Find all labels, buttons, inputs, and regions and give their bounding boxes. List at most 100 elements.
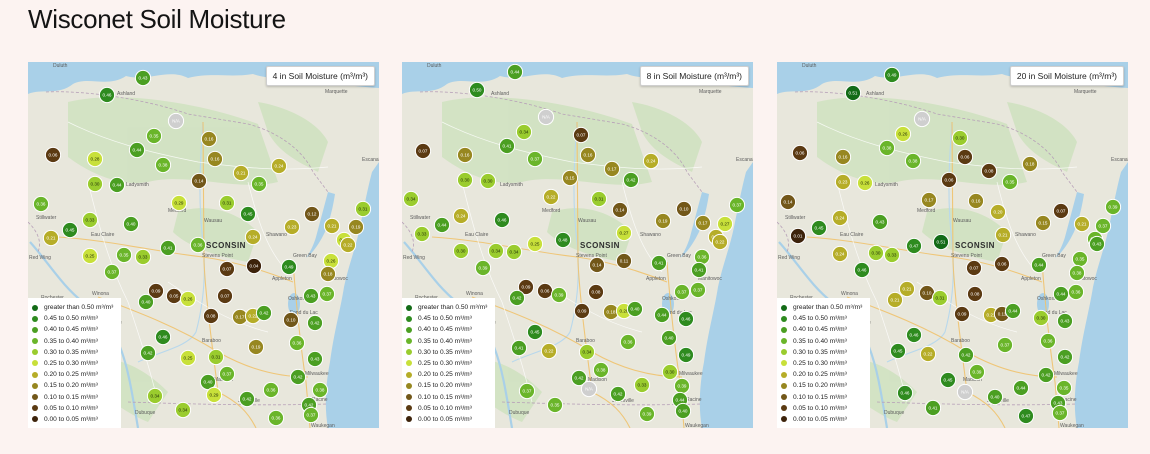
- station-marker[interactable]: 0.28: [86, 150, 104, 168]
- station-marker[interactable]: 0.21: [42, 229, 60, 247]
- station-marker[interactable]: 0.40: [986, 388, 1004, 406]
- station-dot[interactable]: [413, 225, 431, 243]
- station-marker[interactable]: N/A: [537, 108, 555, 126]
- station-marker[interactable]: 0.35: [1071, 250, 1089, 268]
- station-marker[interactable]: 0.49: [883, 66, 901, 84]
- station-marker[interactable]: 0.43: [1056, 312, 1074, 330]
- station-marker[interactable]: 0.39: [474, 259, 492, 277]
- station-marker[interactable]: 0.30: [456, 171, 474, 189]
- station-marker[interactable]: 0.36: [1067, 283, 1085, 301]
- station-marker[interactable]: 0.44: [108, 176, 126, 194]
- station-dot[interactable]: [540, 342, 558, 360]
- station-marker[interactable]: 0.07: [414, 142, 432, 160]
- station-dot[interactable]: [354, 200, 372, 218]
- station-marker[interactable]: 0.43: [302, 287, 320, 305]
- station-marker[interactable]: 0.07: [1052, 202, 1070, 220]
- station-dot[interactable]: [174, 401, 192, 419]
- station-dot[interactable]: [779, 193, 797, 211]
- station-dot[interactable]: [306, 314, 324, 332]
- station-marker[interactable]: 0.44: [1004, 302, 1022, 320]
- station-dot[interactable]: [302, 287, 320, 305]
- station-marker[interactable]: 0.44: [653, 306, 671, 324]
- station-marker[interactable]: 0.30: [951, 129, 969, 147]
- station-dot[interactable]: [994, 226, 1012, 244]
- station-marker[interactable]: 0.20: [989, 203, 1007, 221]
- station-dot[interactable]: [1073, 215, 1091, 233]
- station-dot[interactable]: [32, 195, 50, 213]
- station-dot[interactable]: [650, 254, 668, 272]
- station-dot[interactable]: [590, 190, 608, 208]
- station-marker[interactable]: 0.47: [1017, 407, 1035, 425]
- station-dot[interactable]: [247, 338, 265, 356]
- station-marker[interactable]: 0.07: [218, 260, 236, 278]
- station-marker[interactable]: 0.39: [550, 286, 568, 304]
- station-marker[interactable]: 0.36: [262, 381, 280, 399]
- station-dot[interactable]: [956, 383, 974, 401]
- station-marker[interactable]: 0.35: [145, 127, 163, 145]
- station-marker[interactable]: 0.37: [996, 336, 1014, 354]
- station-dot[interactable]: [456, 146, 474, 164]
- station-dot[interactable]: [505, 243, 523, 261]
- station-dot[interactable]: [518, 382, 536, 400]
- station-marker[interactable]: 0.45: [239, 205, 257, 223]
- station-marker[interactable]: 0.24: [642, 152, 660, 170]
- station-dot[interactable]: [986, 388, 1004, 406]
- station-dot[interactable]: [414, 142, 432, 160]
- station-dot[interactable]: [886, 291, 904, 309]
- station-dot[interactable]: [218, 260, 236, 278]
- station-marker[interactable]: 0.36: [189, 236, 207, 254]
- station-dot[interactable]: [139, 344, 157, 362]
- station-dot[interactable]: [661, 363, 679, 381]
- station-marker[interactable]: 0.38: [904, 152, 922, 170]
- station-marker[interactable]: 0.37: [218, 365, 236, 383]
- station-dot[interactable]: [189, 236, 207, 254]
- station-dot[interactable]: [218, 365, 236, 383]
- station-dot[interactable]: [526, 235, 544, 253]
- station-dot[interactable]: [578, 343, 596, 361]
- station-marker[interactable]: 0.50: [468, 81, 486, 99]
- station-marker[interactable]: 0.30: [1032, 309, 1050, 327]
- map-canvas[interactable]: Duluth Ashland Marquette Ladysmith Escanaba S…: [777, 62, 1128, 428]
- station-dot[interactable]: [989, 203, 1007, 221]
- station-marker[interactable]: 0.23: [834, 173, 852, 191]
- station-dot[interactable]: [283, 218, 301, 236]
- station-dot[interactable]: [898, 280, 916, 298]
- station-dot[interactable]: [1017, 407, 1035, 425]
- station-marker[interactable]: 0.34: [487, 242, 505, 260]
- station-marker[interactable]: 0.14: [611, 201, 629, 219]
- station-marker[interactable]: 0.16: [579, 146, 597, 164]
- station-dot[interactable]: [1094, 217, 1112, 235]
- station-dot[interactable]: [579, 146, 597, 164]
- station-dot[interactable]: [526, 150, 544, 168]
- station-dot[interactable]: [871, 213, 889, 231]
- station-marker[interactable]: 0.14: [588, 256, 606, 274]
- station-marker[interactable]: 0.06: [956, 148, 974, 166]
- station-marker[interactable]: 0.33: [883, 246, 901, 264]
- station-marker[interactable]: 0.16: [456, 146, 474, 164]
- station-dot[interactable]: [306, 350, 324, 368]
- station-marker[interactable]: 0.24: [270, 157, 288, 175]
- station-dot[interactable]: [674, 402, 692, 420]
- station-dot[interactable]: [319, 265, 337, 283]
- station-dot[interactable]: [159, 239, 177, 257]
- station-dot[interactable]: [147, 282, 165, 300]
- station-marker[interactable]: 0.36: [1039, 332, 1057, 350]
- station-dot[interactable]: [546, 396, 564, 414]
- station-marker[interactable]: 0.41: [159, 239, 177, 257]
- station-marker[interactable]: 0.49: [280, 258, 298, 276]
- station-marker[interactable]: 0.43: [1088, 235, 1106, 253]
- station-dot[interactable]: [931, 289, 949, 307]
- station-marker[interactable]: 0.39: [1104, 198, 1122, 216]
- station-dot[interactable]: [940, 171, 958, 189]
- station-marker[interactable]: 0.37: [318, 285, 336, 303]
- station-dot[interactable]: [1052, 202, 1070, 220]
- station-dot[interactable]: [267, 409, 285, 427]
- station-marker[interactable]: 0.08: [587, 283, 605, 301]
- station-dot[interactable]: [493, 211, 511, 229]
- station-marker[interactable]: 0.44: [128, 141, 146, 159]
- station-dot[interactable]: [1034, 214, 1052, 232]
- station-dot[interactable]: [347, 218, 365, 236]
- station-dot[interactable]: [728, 196, 746, 214]
- station-dot[interactable]: [844, 84, 862, 102]
- map-panel-20in[interactable]: Duluth Ashland Marquette Ladysmith Escanaba S…: [777, 62, 1128, 428]
